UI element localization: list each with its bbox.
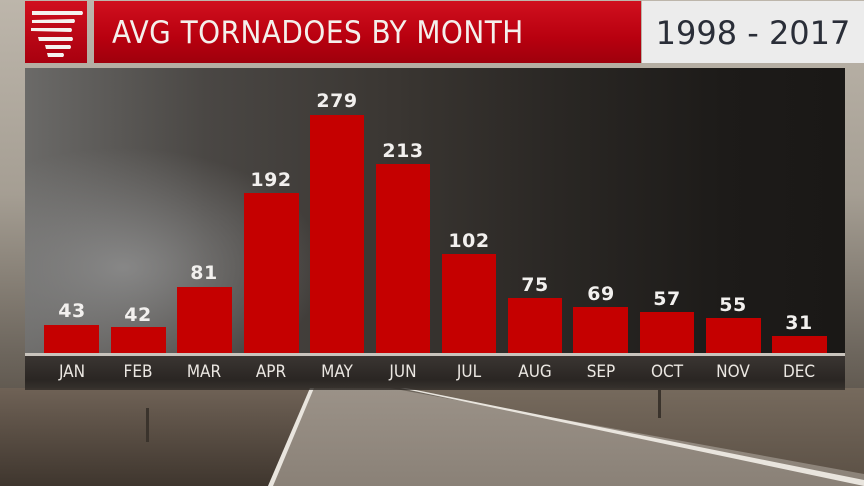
month-label-dec: DEC (782, 362, 816, 382)
value-label-sep: 69 (587, 283, 615, 305)
chart-baseline (25, 353, 845, 356)
bar-feb (111, 327, 166, 353)
value-label-jul: 102 (448, 230, 490, 252)
value-label-mar: 81 (190, 262, 218, 284)
bar-mar (177, 287, 232, 353)
value-label-may: 279 (316, 90, 358, 112)
chart-panel (25, 68, 845, 353)
month-label-oct: OCT (650, 362, 684, 382)
date-range: 1998 - 2017 (655, 14, 851, 52)
month-label-strip (25, 356, 845, 390)
date-range-box: 1998 - 2017 (642, 1, 864, 63)
month-label-mar: MAR (186, 362, 222, 382)
value-label-jun: 213 (382, 140, 424, 162)
bar-nov (706, 318, 761, 353)
background-grass-left (0, 388, 310, 486)
bar-sep (573, 307, 628, 353)
chart-title: AVG TORNADOES BY MONTH (112, 15, 524, 51)
bar-apr (244, 193, 299, 353)
road-marker-post (658, 390, 661, 418)
road-marker-post (146, 408, 149, 442)
bar-jul (442, 254, 496, 353)
bar-aug (508, 298, 562, 353)
value-label-feb: 42 (124, 304, 152, 326)
bar-jun (376, 164, 430, 353)
tornado-icon (31, 11, 83, 57)
month-label-sep: SEP (586, 362, 616, 382)
month-label-jan: JAN (58, 362, 86, 382)
bar-dec (772, 336, 827, 353)
month-label-feb: FEB (123, 362, 153, 382)
value-label-apr: 192 (250, 169, 292, 191)
month-label-aug: AUG (518, 362, 552, 382)
logo-box (25, 1, 87, 63)
bar-oct (640, 312, 694, 353)
value-label-dec: 31 (785, 312, 813, 334)
month-label-may: MAY (321, 362, 353, 382)
month-label-apr: APR (255, 362, 287, 382)
value-label-oct: 57 (653, 288, 681, 310)
month-label-jun: JUN (389, 362, 417, 382)
bar-jan (44, 325, 99, 353)
month-label-jul: JUL (456, 362, 482, 382)
month-label-nov: NOV (716, 362, 750, 382)
value-label-jan: 43 (58, 300, 86, 322)
title-bar: AVG TORNADOES BY MONTH (94, 1, 641, 63)
value-label-aug: 75 (521, 274, 549, 296)
value-label-nov: 55 (719, 294, 747, 316)
bar-may (310, 115, 364, 353)
